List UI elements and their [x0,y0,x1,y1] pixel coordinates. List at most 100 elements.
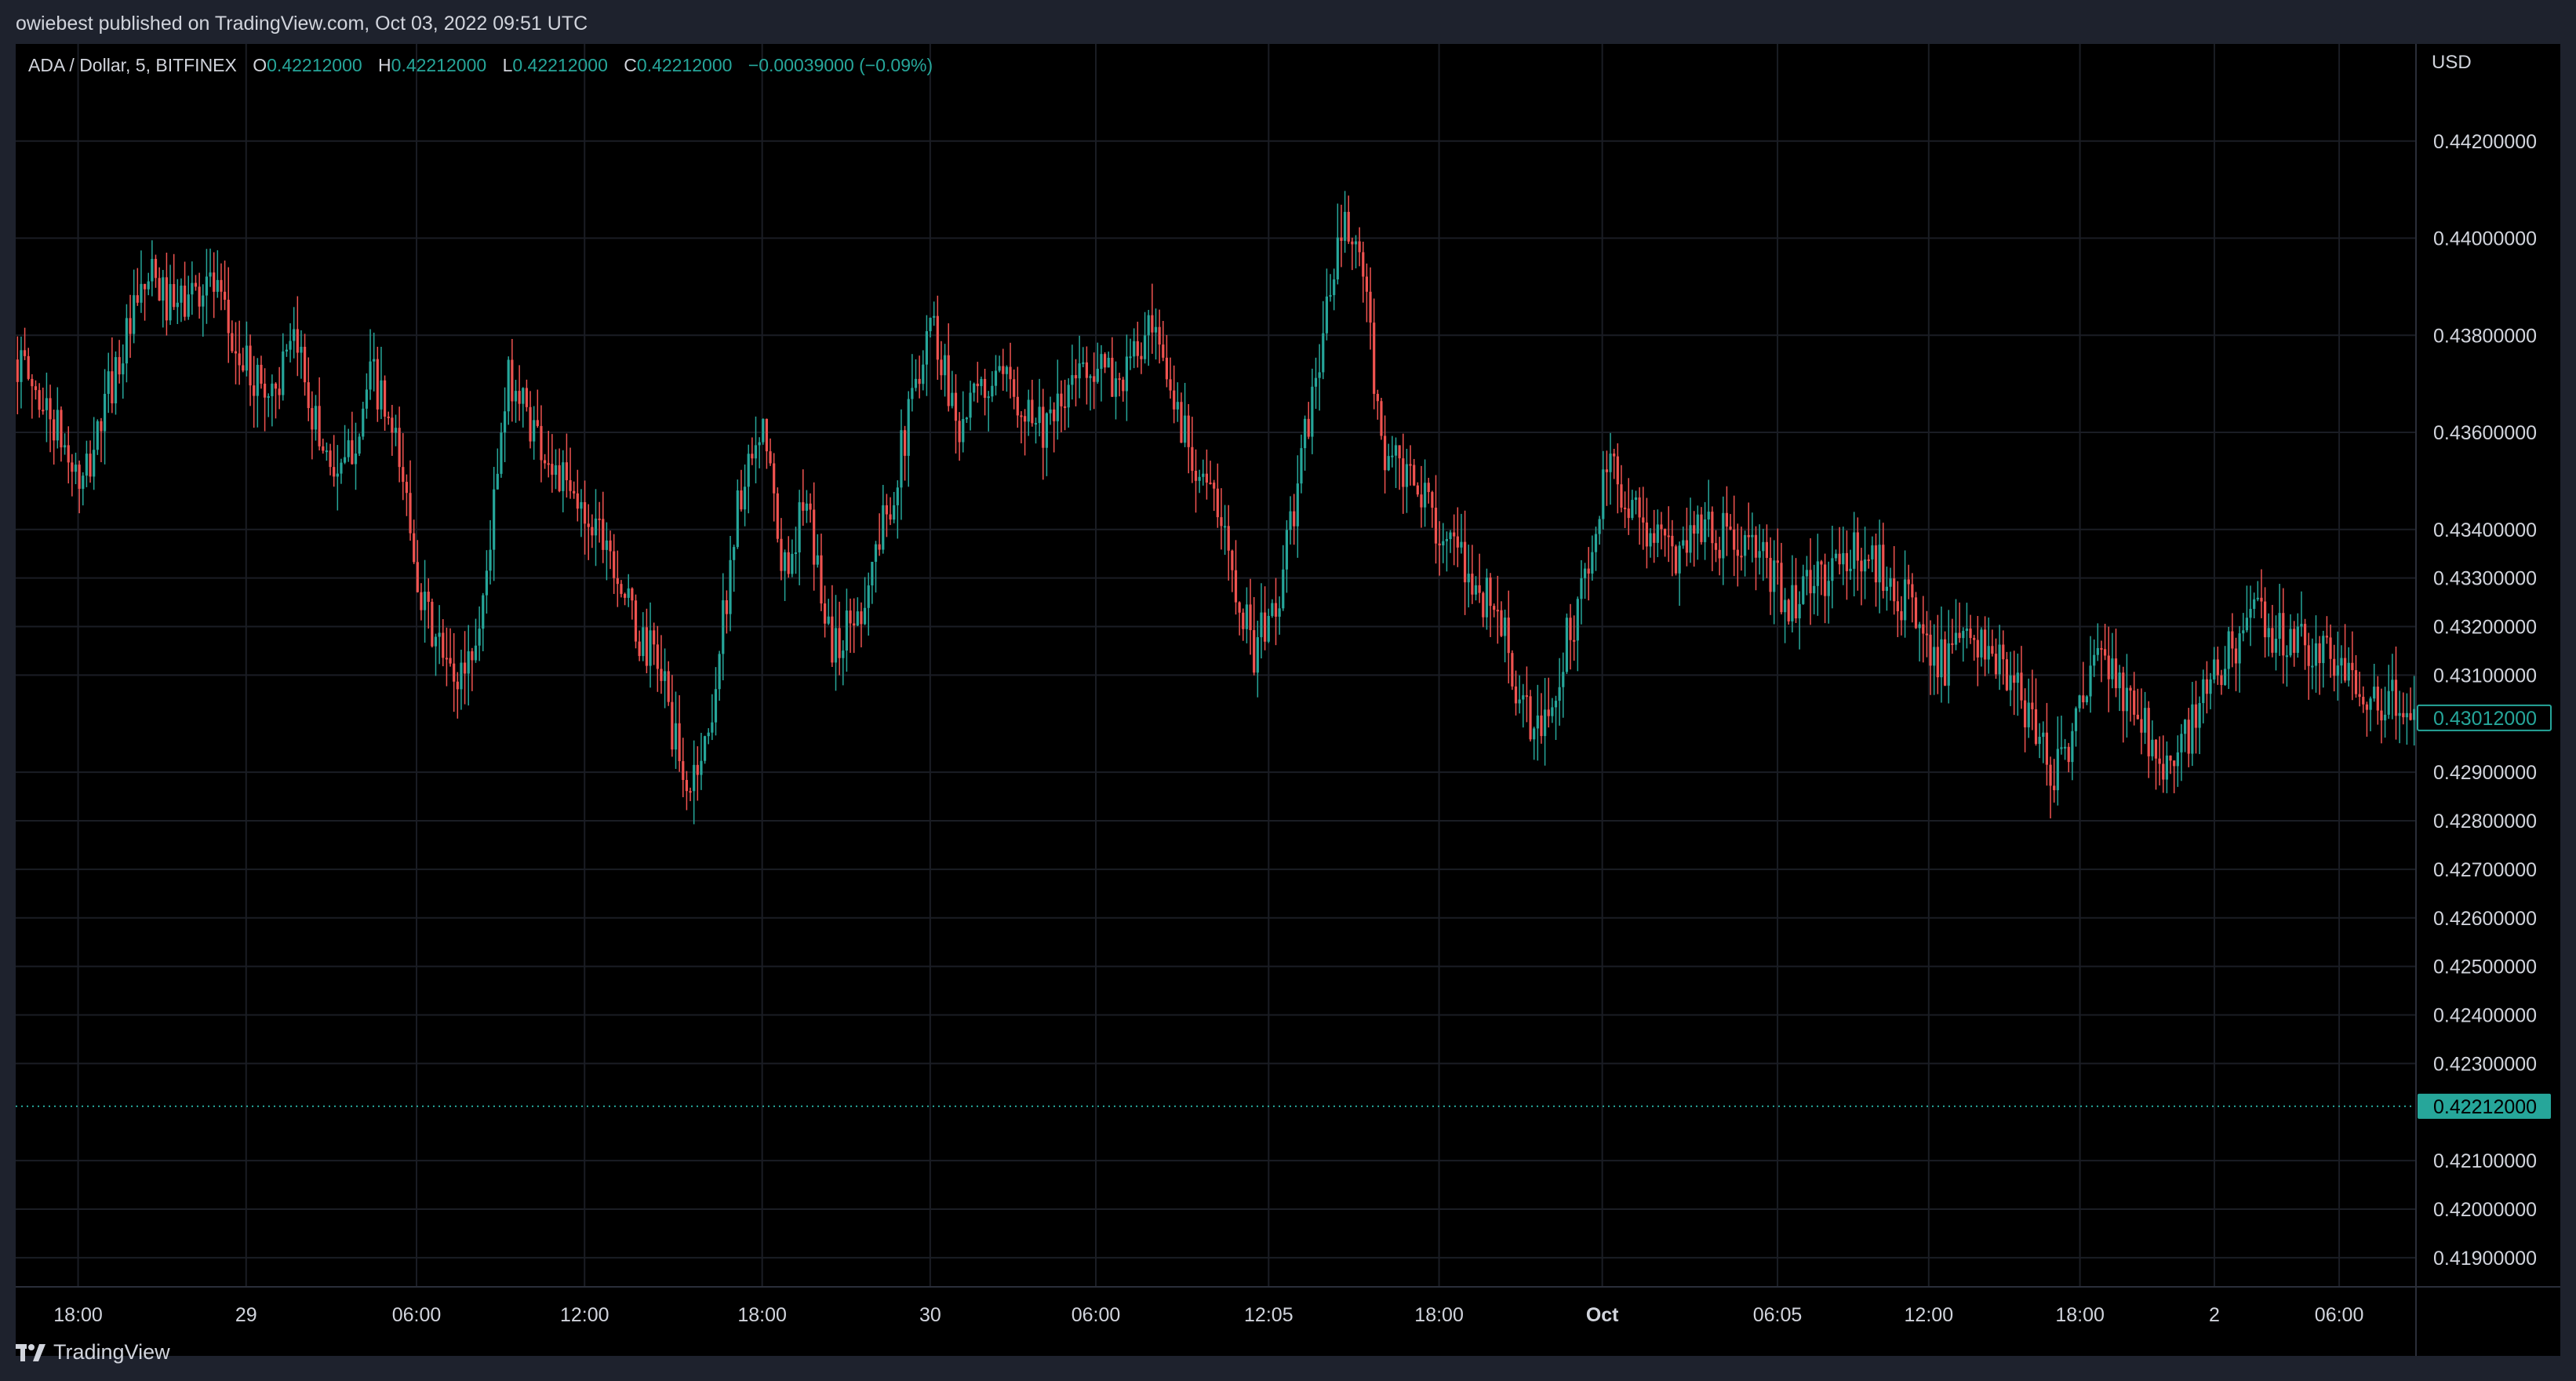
candle-body [1878,545,1881,583]
candle-body [100,421,103,432]
candle-body [1747,534,1750,537]
candle-body [154,258,158,279]
price-axis[interactable]: 0.44200000 0.44000000 0.43800000 0.43600000… [2433,131,2537,1270]
candle-body [1420,494,1423,508]
candle-body [1147,315,1150,336]
candle-body [1707,512,1710,519]
candle-body [325,450,329,453]
candle-body [427,592,430,602]
y-tick-label: 0.42400000 [2433,1005,2537,1027]
candle-body [1125,356,1129,392]
candle-body [649,630,652,666]
candle-body [1983,629,1987,660]
candle-body [765,418,769,452]
candle-body [809,503,812,510]
footer-brand[interactable]: TradingView [16,1340,170,1365]
candle-body [78,465,81,489]
x-tick-label: 18:00 [1414,1304,1464,1326]
candle-body [1311,386,1314,437]
candle-body [2034,709,2038,745]
candle-body [2263,601,2267,638]
candle-body [1176,402,1179,410]
candle-body [762,418,765,443]
candle-body [845,610,849,651]
candle-body [1111,357,1114,397]
candle-body [2383,714,2387,721]
candle-body [1591,552,1594,574]
candle-body [616,578,619,585]
time-axis[interactable]: 18:00 29 06:00 12:00 18:00 30 06:00 12:05 18:00 O… [53,1304,2363,1326]
candle-body [1729,527,1732,530]
candle-body [1871,545,1874,559]
candle-body [180,286,183,303]
price-chart[interactable]: 0.44200000 0.44000000 0.43800000 0.43600000… [16,44,2560,1356]
candle-body [133,295,136,334]
candle-body [1129,356,1132,359]
chart-area[interactable]: 0.44200000 0.44000000 0.43800000 0.43600000… [16,44,2560,1356]
candle-body [983,378,987,398]
candle-body [1096,369,1099,382]
candle-body [391,417,394,433]
candle-body [20,350,23,382]
candle-body [1562,672,1565,687]
candle-body [2285,655,2289,658]
candle-body [1383,435,1387,471]
candle-body [1227,526,1230,551]
x-tick-label: 06:00 [2315,1304,2364,1326]
candle-body [1103,354,1107,368]
candle-body [260,364,263,384]
candle-body [220,279,223,292]
candle-body [1551,707,1554,716]
candle-body [2071,731,2074,763]
candle-body [2100,647,2103,650]
candle-body [1918,624,1921,629]
candle-body [1202,473,1205,477]
candle-body [1002,366,1005,374]
candle-body [893,505,896,520]
candle-body [1369,291,1372,323]
candle-body [1663,529,1667,536]
legend-symbol: ADA / Dollar, 5, BITFINEX [28,55,237,75]
candle-body [627,588,630,598]
candle-body [1151,315,1154,333]
candle-body [1631,500,1634,519]
candle-body [1696,514,1699,534]
legend-close-label: C [624,55,637,75]
candle-body [1245,604,1249,629]
candle-body [2060,747,2063,749]
candle-body [776,493,779,539]
ohlc-legend: ADA / Dollar, 5, BITFINEX O0.42212000 H0… [28,55,933,76]
candle-body [500,432,503,474]
candle-body [1438,543,1441,546]
candle-body [376,359,379,410]
legend-open-label: O [253,55,267,75]
candle-body [1380,401,1383,436]
candle-body [1067,384,1070,408]
candle-body [2089,665,2092,697]
candle-body [965,417,969,420]
y-tick-label: 0.43800000 [2433,325,2537,347]
candle-body [907,399,910,456]
candle-body [2169,755,2172,761]
candle-body [1842,552,1845,565]
candle-body [1329,295,1332,297]
x-tick-label: 2 [2209,1304,2220,1326]
candle-body [540,425,543,461]
candle-body [831,616,834,663]
candle-body [354,454,358,465]
candle-body [820,555,823,604]
candle-body [2343,658,2347,681]
candle-body [2140,719,2143,733]
candle-body [1678,545,1681,574]
y-tick-label: 0.44000000 [2433,228,2537,250]
candle-body [2023,700,2027,727]
legend-open-value: 0.42212000 [267,55,362,75]
candle-body [1118,378,1121,381]
candle-body [1391,455,1394,457]
candle-body [1951,643,1954,645]
candle-body [1994,654,1998,675]
candle-body [53,419,56,441]
candle-body [1558,687,1561,701]
candle-body [740,490,743,510]
candle-body [533,420,536,442]
